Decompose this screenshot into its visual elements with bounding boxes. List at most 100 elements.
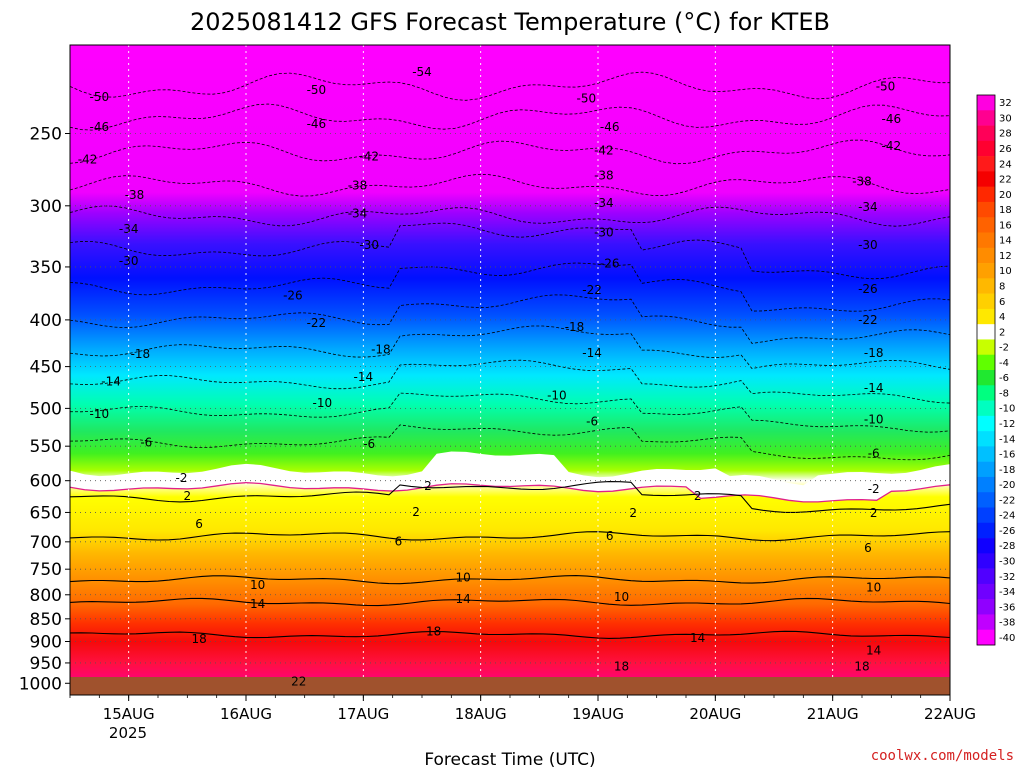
colorbar-swatch: [977, 201, 995, 218]
colorbar-label: 12: [999, 251, 1012, 262]
contour-label: -50: [576, 92, 596, 106]
colorbar-label: 32: [999, 98, 1012, 109]
contour-label: 6: [195, 517, 203, 531]
contour-label: -22: [307, 316, 327, 330]
isotherm-line: [70, 531, 950, 542]
y-tick-label: 450: [30, 358, 62, 378]
contour-label: -46: [89, 120, 109, 134]
colorbar-swatch: [977, 415, 995, 432]
contour-label: 2: [183, 489, 191, 503]
isotherm-line: [70, 71, 950, 101]
contour-label: -42: [881, 139, 901, 153]
colorbar-label: 14: [999, 236, 1012, 247]
colorbar-label: -24: [999, 511, 1015, 522]
y-tick-label: 850: [30, 610, 62, 630]
contour-label: 14: [455, 592, 470, 606]
colorbar-swatch: [977, 324, 995, 340]
colorbar-swatch: [977, 278, 995, 294]
y-tick-label: 600: [30, 472, 62, 492]
contour-label: -30: [119, 254, 139, 268]
y-tick-label: 400: [30, 311, 62, 331]
contour-label: -26: [600, 257, 620, 271]
colorbar-label: 6: [999, 297, 1005, 308]
y-tick-label: 900: [30, 632, 62, 652]
x-axis: 15AUG 16AUG 17AUG 18AUG 19AUG 20AUG 21AUG 22AUG: [69, 695, 976, 723]
colorbar-legend: 32 30 28 26 24 22 20 18 16 14 12 10 8 6 4 2 -2 -4 -6 -8 -10 -…: [976, 94, 1015, 646]
contour-label: 6: [395, 534, 403, 548]
x-tick-label: 17AUG: [337, 705, 389, 723]
contour-label: -6: [140, 436, 152, 450]
contour-label: 14: [690, 631, 705, 645]
colorbar-label: -34: [999, 587, 1015, 598]
colorbar-swatch: [977, 354, 995, 371]
colorbar-swatch: [977, 385, 995, 401]
y-tick-label: 800: [30, 586, 62, 606]
colorbar-swatch: [977, 308, 995, 325]
contour-label: -54: [412, 65, 432, 79]
colorbar-swatch: [977, 400, 995, 417]
colorbar-swatch: [977, 95, 995, 111]
contour-label: -14: [864, 381, 884, 395]
freezing-level-band: [70, 451, 950, 502]
isotherm-line: [70, 392, 950, 433]
y-tick-label: 950: [30, 654, 62, 674]
colorbar-label: 28: [999, 129, 1012, 140]
contour-label: 10: [455, 571, 470, 585]
colorbar-label: 18: [999, 205, 1012, 216]
isotherm-line: [70, 597, 950, 607]
contour-label: -30: [594, 226, 614, 240]
colorbar-label: -10: [999, 404, 1015, 415]
contour-label: -6: [586, 415, 598, 429]
isotherm-line: [70, 103, 950, 131]
contour-label: 2: [870, 506, 878, 520]
colorbar-label: -8: [999, 388, 1009, 399]
contour-label: -26: [283, 288, 303, 302]
colorbar-swatch: [977, 339, 995, 356]
colorbar-label: -40: [999, 633, 1015, 644]
contour-label: -18: [565, 320, 585, 334]
contour-label: -38: [852, 174, 872, 188]
colorbar-swatch: [977, 522, 995, 539]
contour-label: -34: [594, 196, 614, 210]
isotherm-line: [70, 424, 950, 461]
contour-label: -18: [371, 343, 391, 357]
colorbar-label: 4: [999, 312, 1005, 323]
contour-label: 18: [426, 625, 441, 639]
credit-text: coolwx.com/models: [871, 748, 1014, 764]
y-tick-label: 500: [30, 399, 62, 419]
contour-label: -2: [868, 482, 880, 496]
isotherm-line: [70, 222, 950, 280]
colorbar-swatch: [977, 110, 995, 126]
contour-label: -30: [858, 238, 878, 252]
contour-label: -50: [89, 90, 109, 104]
contour-label: -6: [868, 446, 880, 460]
contour-label: 22: [291, 675, 306, 689]
x-axis-title: Forecast Time (UTC): [424, 750, 595, 768]
isotherm-line: [70, 575, 950, 585]
colorbar-swatch: [977, 247, 995, 264]
colorbar-swatch: [977, 186, 995, 203]
x-tick-label: 22AUG: [924, 705, 976, 723]
x-tick-label: 20AUG: [689, 705, 741, 723]
contour-label: 18: [854, 659, 869, 673]
colorbar-label: 24: [999, 159, 1012, 170]
isotherm-line: [70, 325, 950, 370]
colorbar-label: 22: [999, 175, 1012, 186]
y-tick-label: 550: [30, 437, 62, 457]
contour-label: 6: [864, 541, 872, 555]
contour-label: 18: [191, 632, 206, 646]
isotherm-line: [70, 173, 950, 197]
contour-label: 14: [866, 644, 881, 658]
contour-label: -22: [858, 313, 878, 327]
contour-label: -34: [348, 207, 368, 221]
isotherm-line: [70, 262, 950, 312]
contour-label: -18: [864, 346, 884, 360]
contour-label: 6: [606, 529, 614, 543]
colorbar-swatch: [977, 583, 995, 600]
freezing-level-line: [70, 482, 950, 503]
contour-label: -22: [582, 283, 602, 297]
x-tick-label: 18AUG: [455, 705, 507, 723]
contour-label: 10: [250, 578, 265, 592]
y-tick-label: 300: [30, 197, 62, 217]
